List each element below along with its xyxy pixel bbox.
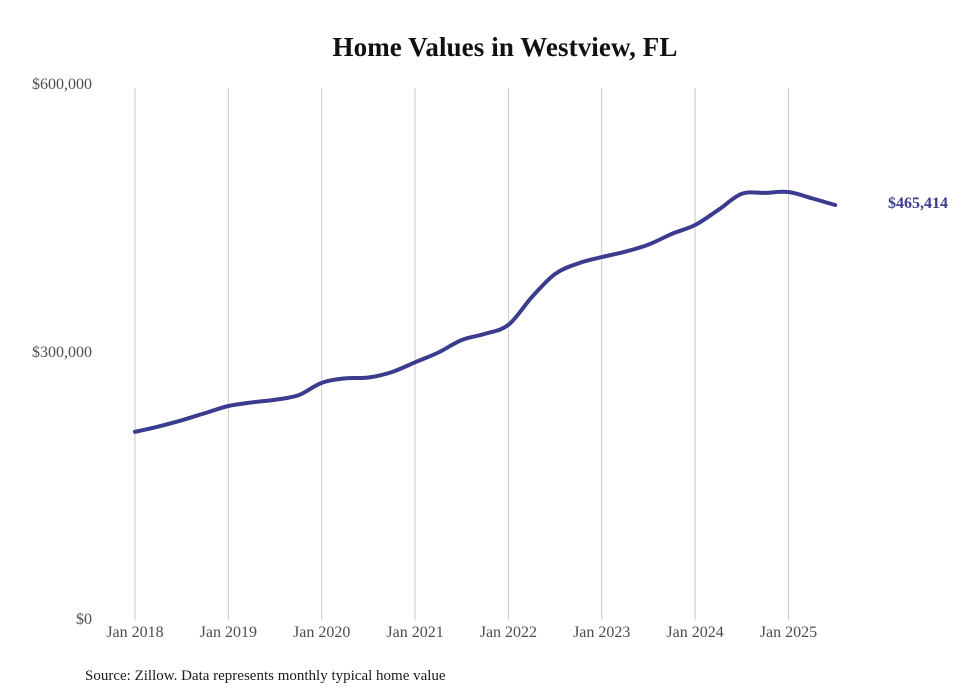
- x-axis-tick-label: Jan 2025: [759, 624, 818, 641]
- source-note: Source: Zillow. Data represents monthly …: [85, 668, 446, 684]
- y-axis-tick-label: $0: [76, 611, 92, 628]
- y-axis-tick-label: $600,000: [32, 76, 92, 93]
- x-axis-tick-label: Jan 2023: [573, 624, 631, 641]
- x-axis-tick-label: Jan 2018: [106, 624, 164, 641]
- x-axis-tick-label: Jan 2019: [199, 624, 257, 641]
- value-line: [133, 189, 838, 434]
- x-axis-tick-label: Jan 2020: [293, 624, 351, 641]
- x-axis-tick-label: Jan 2021: [386, 624, 444, 641]
- end-value-label: $465,414: [888, 195, 948, 212]
- x-axis-tick-label: Jan 2024: [666, 624, 724, 641]
- page-title: Home Values in Westview, FL: [332, 32, 678, 62]
- y-axis-tick-label: $300,000: [32, 343, 92, 361]
- x-axis-tick-label: Jan 2022: [479, 624, 538, 641]
- gridlines: [134, 88, 789, 620]
